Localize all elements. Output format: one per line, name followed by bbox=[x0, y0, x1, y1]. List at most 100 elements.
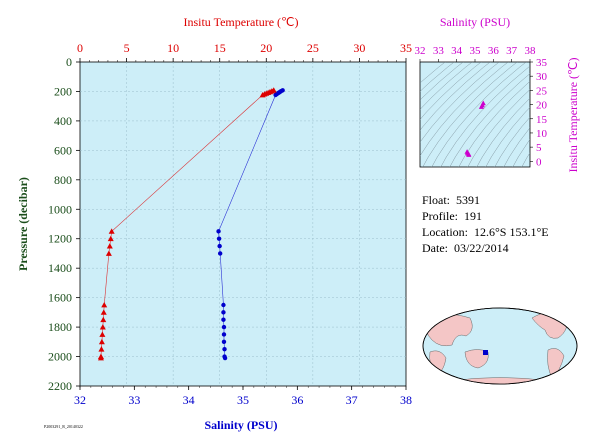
temperature-tick-label: 15 bbox=[214, 41, 226, 55]
temperature-marker bbox=[100, 316, 107, 323]
pressure-tick-label: 0 bbox=[66, 55, 72, 69]
profile-info-row: Profile: 191 bbox=[422, 209, 482, 224]
ts-plot-area bbox=[419, 61, 531, 168]
pressure-tick-label: 2000 bbox=[48, 350, 72, 364]
pressure-tick-label: 1600 bbox=[48, 291, 72, 305]
salinity-tick-label: 34 bbox=[183, 393, 195, 407]
temperature-marker bbox=[99, 331, 106, 337]
ts-density-contour bbox=[420, 62, 509, 157]
temperature-marker bbox=[107, 235, 114, 242]
temperature-marker bbox=[100, 309, 107, 315]
float-label: Float: bbox=[422, 193, 451, 207]
ts-density-contour bbox=[420, 62, 482, 120]
temperature-tick-label: 35 bbox=[400, 41, 412, 55]
pressure-tick-label: 400 bbox=[54, 114, 72, 128]
temperature-tick-label: 5 bbox=[124, 41, 130, 55]
ts-salinity-axis-title: Salinity (PSU) bbox=[440, 15, 510, 29]
profile-value: 191 bbox=[464, 209, 482, 223]
pressure-tick-label: 2200 bbox=[48, 379, 72, 393]
date-label: Date: bbox=[422, 241, 448, 255]
temperature-tick-label: 10 bbox=[167, 41, 179, 55]
float-value: 5391 bbox=[456, 193, 481, 207]
salinity-tick-label: 37 bbox=[346, 393, 358, 407]
ts-density-contour bbox=[512, 139, 530, 167]
ts-temperature-tick-label: 35 bbox=[536, 57, 548, 69]
ts-temperature-tick-label: 5 bbox=[536, 142, 542, 154]
ts-temperature-tick-label: 15 bbox=[536, 114, 548, 126]
pressure-tick-label: 1200 bbox=[48, 232, 72, 246]
temperature-tick-label: 25 bbox=[307, 41, 319, 55]
temperature-tick-label: 30 bbox=[353, 41, 365, 55]
salinity-tick-label: 38 bbox=[400, 393, 412, 407]
ts-salinity-tick-label: 34 bbox=[451, 45, 463, 57]
pressure-tick-label: 1400 bbox=[48, 261, 72, 275]
pressure-tick-label: 200 bbox=[54, 84, 72, 98]
pressure-axis-title: Pressure (decibar) bbox=[16, 177, 30, 271]
ts-contour-group bbox=[420, 62, 530, 167]
pressure-tick-label: 1000 bbox=[48, 202, 72, 216]
salinity-tick-label: 33 bbox=[128, 393, 140, 407]
temperature-marker bbox=[98, 338, 105, 345]
ts-temperature-tick-label: 10 bbox=[536, 128, 548, 140]
ts-density-contour bbox=[420, 62, 473, 110]
ts-salinity-tick-label: 32 bbox=[415, 45, 426, 57]
temperature-marker bbox=[259, 91, 266, 98]
date-info-row: Date: 03/22/2014 bbox=[422, 241, 509, 256]
ts-density-contour bbox=[420, 62, 491, 131]
profile-plot-area bbox=[79, 61, 407, 387]
location-value: 12.6°S 153.1°E bbox=[473, 225, 549, 239]
salinity-marker bbox=[217, 243, 222, 249]
ts-density-contour bbox=[449, 73, 530, 167]
ts-salinity-tick-label: 36 bbox=[488, 45, 500, 57]
salinity-marker bbox=[221, 339, 227, 345]
ts-density-contour bbox=[467, 89, 530, 167]
pressure-tick-label: 1800 bbox=[48, 320, 72, 334]
salinity-tick-label: 36 bbox=[291, 393, 303, 407]
pressure-tick-label: 800 bbox=[54, 173, 72, 187]
footer-code: P2003291_R_20140322 bbox=[44, 424, 83, 429]
ts-axes: 32 33 34 35 36 37 38 0 5 10 15 20 25 30 35 bbox=[415, 45, 548, 168]
profile-series bbox=[97, 87, 285, 361]
ts-density-contour bbox=[440, 65, 530, 167]
ts-salinity-tick-label: 33 bbox=[433, 45, 445, 57]
ts-temperature-tick-label: 25 bbox=[536, 85, 548, 97]
south-america-landmass bbox=[547, 348, 565, 379]
ts-point bbox=[466, 152, 472, 157]
temperature-marker bbox=[99, 324, 106, 330]
temperature-tick-label: 0 bbox=[77, 41, 83, 55]
salinity-marker bbox=[217, 251, 223, 256]
ts-density-contour bbox=[521, 152, 530, 167]
temperature-marker bbox=[108, 228, 115, 234]
pressure-tick-label: 600 bbox=[54, 143, 72, 157]
ts-point bbox=[478, 104, 485, 109]
antarctica-landmass bbox=[449, 377, 551, 384]
salinity-marker bbox=[221, 302, 226, 308]
salinity-marker bbox=[221, 317, 226, 322]
ts-salinity-tick-label: 35 bbox=[470, 45, 482, 57]
temperature-axis-title: Insitu Temperature (℃) bbox=[183, 15, 298, 29]
ts-salinity-tick-label: 37 bbox=[506, 45, 518, 57]
salinity-marker bbox=[216, 229, 221, 234]
ts-density-contour bbox=[431, 62, 527, 167]
salinity-marker bbox=[221, 310, 226, 315]
salinity-marker bbox=[273, 92, 278, 98]
profile-axes: 0 200 400 600 800 1000 1200 1400 1600 1800 2000 220… bbox=[48, 41, 412, 407]
ts-density-contour bbox=[420, 62, 464, 101]
temperature-marker bbox=[105, 250, 112, 256]
ts-density-contour bbox=[494, 116, 530, 167]
salinity-tick-label: 35 bbox=[237, 393, 249, 407]
salinity-marker bbox=[221, 332, 227, 337]
float-info-row: Float: 5391 bbox=[422, 193, 480, 208]
ts-density-contour bbox=[458, 80, 530, 167]
ts-series bbox=[464, 100, 486, 157]
salinity-marker bbox=[222, 355, 228, 361]
ts-temperature-tick-label: 20 bbox=[536, 100, 548, 112]
ts-density-contour bbox=[485, 106, 530, 167]
temperature-marker bbox=[101, 302, 108, 308]
profile-chart: 0 200 400 600 800 1000 1200 1400 1600 1800 2000 220… bbox=[16, 15, 412, 432]
salinity-marker bbox=[222, 346, 227, 352]
ts-density-contour bbox=[476, 97, 530, 167]
ts-density-contour bbox=[420, 62, 446, 84]
ts-density-contours bbox=[420, 62, 530, 167]
